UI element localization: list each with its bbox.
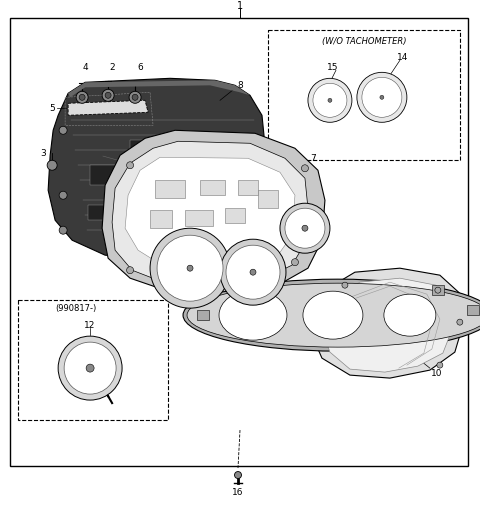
Circle shape <box>437 362 443 368</box>
Text: 4: 4 <box>82 63 88 72</box>
Circle shape <box>380 95 384 99</box>
Bar <box>225 208 245 223</box>
Circle shape <box>220 239 286 305</box>
Bar <box>197 310 209 320</box>
Circle shape <box>457 319 463 325</box>
Text: 2: 2 <box>109 63 115 72</box>
Text: 9: 9 <box>234 319 240 328</box>
Polygon shape <box>125 157 295 268</box>
Circle shape <box>105 92 111 99</box>
Bar <box>185 210 213 226</box>
Text: 3: 3 <box>40 149 46 158</box>
Circle shape <box>150 228 230 308</box>
Circle shape <box>302 225 308 231</box>
Circle shape <box>79 94 85 100</box>
Circle shape <box>357 72 407 122</box>
Circle shape <box>285 208 325 248</box>
Circle shape <box>76 91 88 103</box>
Polygon shape <box>322 278 452 372</box>
Bar <box>432 285 444 295</box>
Text: (990817-): (990817-) <box>55 303 96 313</box>
Text: 1: 1 <box>237 2 243 11</box>
Circle shape <box>308 78 352 122</box>
Bar <box>130 140 155 155</box>
Text: 16: 16 <box>232 488 244 496</box>
Text: 11: 11 <box>174 286 185 295</box>
Text: 15: 15 <box>327 63 339 72</box>
Circle shape <box>187 265 193 271</box>
Text: 13: 13 <box>304 206 316 215</box>
Bar <box>232 282 244 292</box>
Circle shape <box>47 160 57 170</box>
Text: 10: 10 <box>431 368 443 378</box>
Text: 12: 12 <box>84 320 96 330</box>
Bar <box>200 140 218 152</box>
Bar <box>170 138 190 150</box>
Polygon shape <box>48 78 265 258</box>
Circle shape <box>342 282 348 288</box>
Text: (-990817): (-990817) <box>218 303 256 312</box>
Ellipse shape <box>187 283 480 347</box>
Circle shape <box>251 136 259 144</box>
Bar <box>155 180 185 198</box>
Circle shape <box>127 162 133 169</box>
Text: 5: 5 <box>49 104 55 113</box>
FancyBboxPatch shape <box>268 30 460 160</box>
Text: 7: 7 <box>310 154 316 163</box>
Ellipse shape <box>303 291 363 339</box>
Circle shape <box>132 94 138 100</box>
Circle shape <box>362 77 402 117</box>
Circle shape <box>280 203 330 253</box>
Polygon shape <box>68 80 250 98</box>
Bar <box>88 205 108 220</box>
Bar <box>238 180 258 195</box>
Bar <box>200 180 225 195</box>
Circle shape <box>64 342 116 394</box>
Circle shape <box>435 287 441 293</box>
Circle shape <box>301 165 309 172</box>
Circle shape <box>58 336 122 400</box>
FancyBboxPatch shape <box>18 300 168 420</box>
Text: 8: 8 <box>237 81 243 90</box>
Bar <box>258 190 278 208</box>
Circle shape <box>291 259 299 266</box>
Ellipse shape <box>219 290 287 340</box>
Bar <box>467 305 479 315</box>
Circle shape <box>59 191 67 199</box>
Circle shape <box>313 83 347 117</box>
Circle shape <box>86 364 94 372</box>
Bar <box>150 198 180 216</box>
Polygon shape <box>68 100 148 115</box>
Polygon shape <box>312 268 463 378</box>
Bar <box>185 168 215 183</box>
Text: (W/O TACHOMETER): (W/O TACHOMETER) <box>322 37 406 46</box>
Ellipse shape <box>183 279 480 351</box>
Circle shape <box>127 267 133 273</box>
Ellipse shape <box>384 294 436 336</box>
Text: 12: 12 <box>246 291 258 300</box>
Polygon shape <box>102 130 325 292</box>
Circle shape <box>59 226 67 234</box>
Circle shape <box>102 89 114 101</box>
Circle shape <box>226 245 280 299</box>
Bar <box>90 165 120 185</box>
Bar <box>115 200 133 215</box>
Circle shape <box>244 231 252 239</box>
Circle shape <box>157 235 223 301</box>
Circle shape <box>250 269 256 275</box>
Text: 14: 14 <box>397 53 408 62</box>
Text: 6: 6 <box>137 63 143 72</box>
Bar <box>150 210 172 228</box>
Bar <box>10 19 468 466</box>
Circle shape <box>328 99 332 102</box>
Circle shape <box>254 196 262 204</box>
Circle shape <box>235 472 241 478</box>
Circle shape <box>59 126 67 134</box>
Bar <box>130 170 170 188</box>
Circle shape <box>129 91 141 103</box>
Polygon shape <box>112 141 308 284</box>
